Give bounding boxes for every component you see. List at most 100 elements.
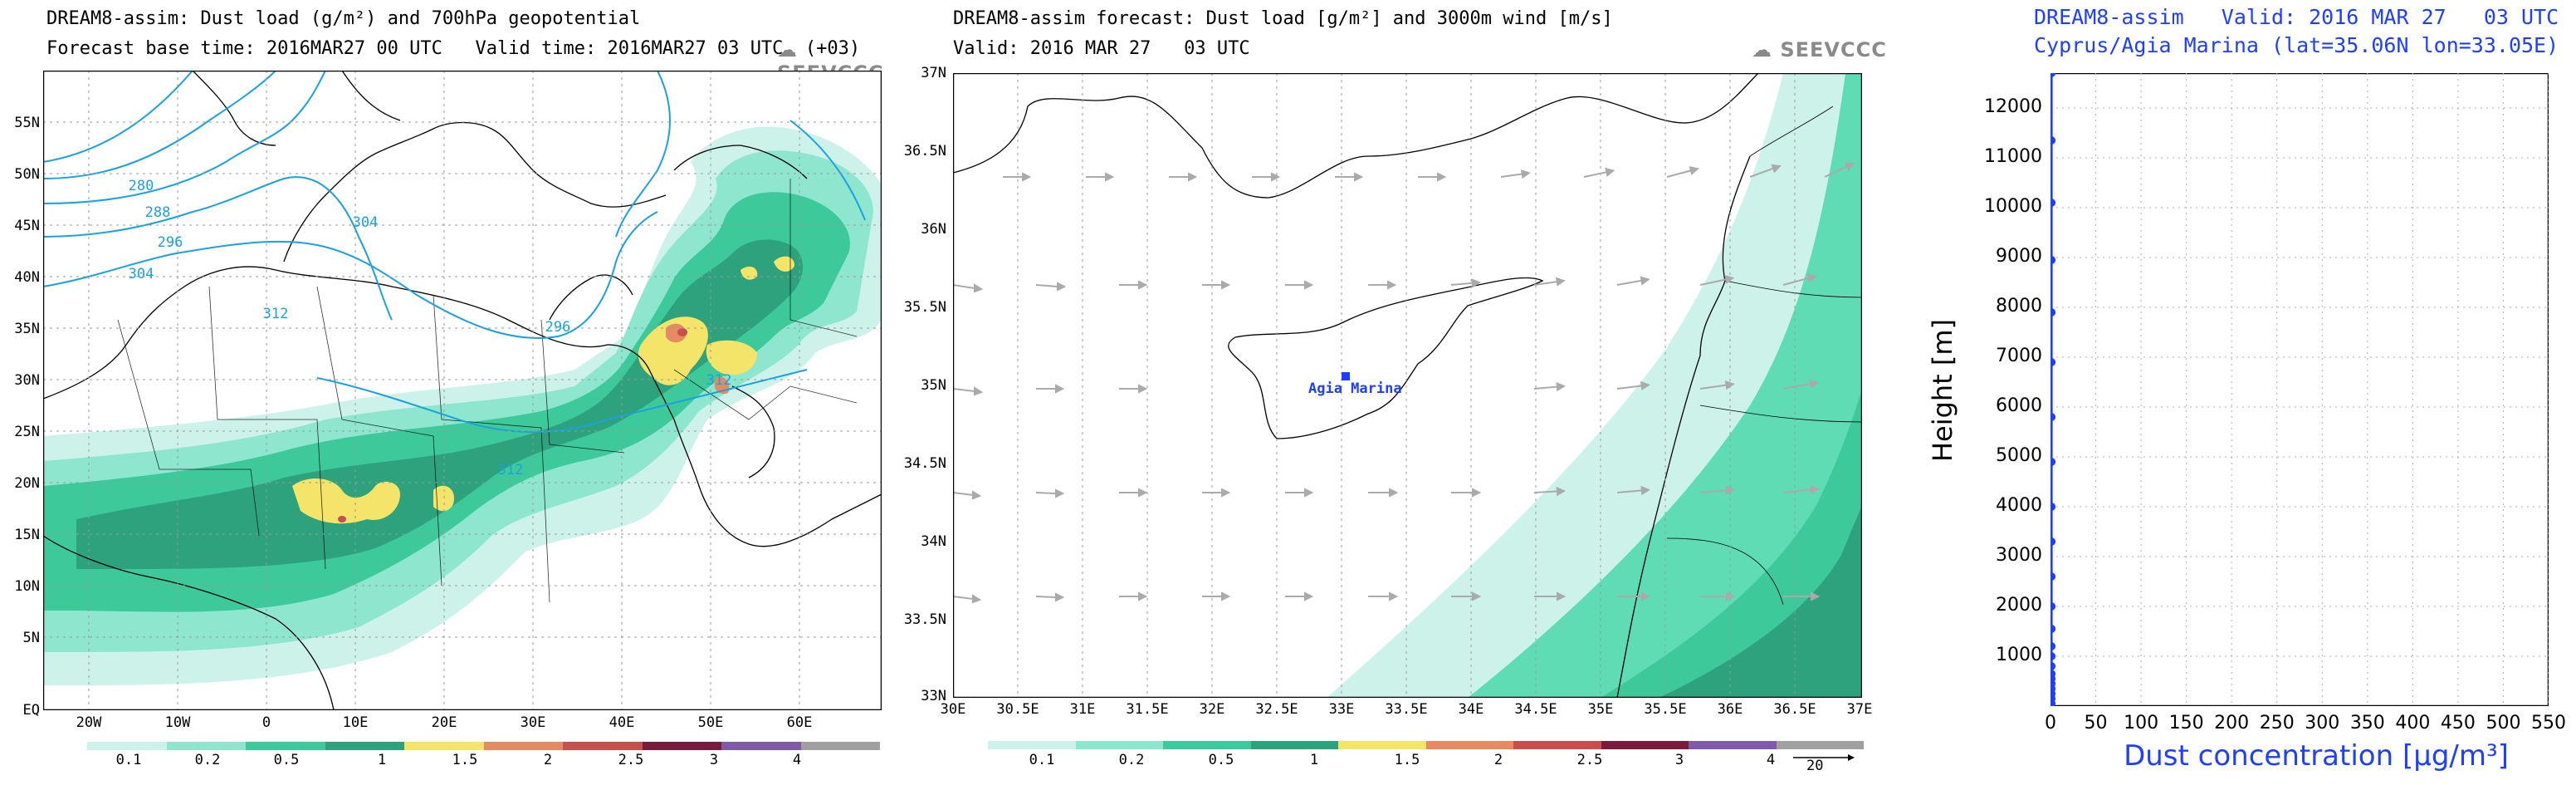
profile-data-point xyxy=(2051,625,2056,633)
left-map-panel: DREAM8-assim: Dust load (g/m²) and 700hP… xyxy=(0,0,897,785)
contour-label: 280 xyxy=(128,178,154,194)
lat-label: 30N xyxy=(14,372,40,389)
lon-label: 32E xyxy=(1199,701,1225,718)
contour-label: 312 xyxy=(706,372,732,389)
profile-data-point xyxy=(2051,602,2056,611)
x-tick-label: 350 xyxy=(2349,713,2385,733)
profile-data-point xyxy=(2051,308,2056,316)
profile-data-point xyxy=(2051,199,2056,207)
lon-label: 34E xyxy=(1458,701,1484,718)
y-tick-label: 9000 xyxy=(1996,246,2042,267)
lat-label: 36N xyxy=(921,221,946,238)
y-tick-label: 7000 xyxy=(1996,346,2042,366)
colorbar-label: 0.1 xyxy=(115,752,142,768)
y-tick-label: 4000 xyxy=(1996,495,2042,516)
profile-plot xyxy=(2051,73,2549,706)
lon-label: 37E xyxy=(1846,701,1873,718)
colorbar-label: 1 xyxy=(377,752,387,768)
dust-layer-1 xyxy=(76,239,803,569)
contour-label: 304 xyxy=(128,266,154,282)
colorbar-label: 1 xyxy=(1309,752,1319,768)
lon-label: 30.5E xyxy=(996,701,1039,718)
middle-logo: ☁ SEEVCCC xyxy=(1752,38,1887,61)
y-tick-label: 1000 xyxy=(1996,645,2042,665)
colorbar-label: 0.5 xyxy=(1208,752,1234,768)
wind-reference-arrow xyxy=(1793,754,1855,761)
lat-label: 35.5N xyxy=(903,299,946,316)
colorbar-label: 2 xyxy=(543,752,553,768)
profile-data-point xyxy=(2051,73,2056,77)
colorbar-label: 0.2 xyxy=(194,752,221,768)
y-axis-label: Height [m] xyxy=(1927,318,1958,463)
colorbar-label: 1.5 xyxy=(452,752,478,768)
middle-colorbar xyxy=(988,741,1864,749)
lon-label: 10E xyxy=(342,714,369,731)
profile-data-point xyxy=(2051,652,2056,660)
dust-shade-1 xyxy=(1659,505,1862,698)
y-tick-label: 10000 xyxy=(1984,196,2042,217)
colorbar-label: 3 xyxy=(1674,752,1684,768)
lat-label: 35N xyxy=(921,377,946,394)
profile-data-point xyxy=(2051,572,2056,581)
left-map xyxy=(43,71,882,710)
lon-label: 30E xyxy=(520,714,546,731)
y-tick-label: 3000 xyxy=(1996,545,2042,566)
lon-label: 20E xyxy=(431,714,457,731)
x-tick-label: 100 xyxy=(2124,713,2159,733)
lon-label: 35.5E xyxy=(1644,701,1687,718)
contour-label: 304 xyxy=(352,214,379,231)
lat-label: 55N xyxy=(14,115,40,131)
lat-label: 45N xyxy=(14,218,40,234)
profile-title-line1: DREAM8-assim Valid: 2016 MAR 27 03 UTC xyxy=(2034,5,2559,29)
colorbar-label: 1.5 xyxy=(1394,752,1420,768)
wind-reference-label: 20 xyxy=(1806,758,1824,774)
lon-label: 31.5E xyxy=(1126,701,1169,718)
dust-layer-1_5-mideast xyxy=(638,316,708,385)
x-tick-label: 150 xyxy=(2168,713,2204,733)
profile-data-point xyxy=(2051,256,2056,264)
lat-label: 50N xyxy=(14,166,40,183)
y-tick-label: 5000 xyxy=(1996,445,2042,466)
colorbar-label: 4 xyxy=(792,752,802,768)
colorbar-label: 0.5 xyxy=(273,752,300,768)
lat-label: EQ xyxy=(22,702,40,719)
profile-data-point xyxy=(2051,413,2056,421)
y-tick-label: 11000 xyxy=(1984,146,2042,167)
lon-label: 34.5E xyxy=(1514,701,1557,718)
left-title-line2: Forecast base time: 2016MAR27 00 UTC Val… xyxy=(46,38,861,59)
colorbar-label: 2.5 xyxy=(1576,752,1603,768)
colorbar-label: 0.1 xyxy=(1029,752,1055,768)
contour-label: 296 xyxy=(157,234,183,251)
country-borders xyxy=(117,179,858,603)
y-tick-label: 12000 xyxy=(1984,96,2042,117)
left-colorbar xyxy=(87,742,880,750)
x-tick-label: 300 xyxy=(2305,713,2340,733)
geopotential-contours xyxy=(43,71,866,433)
x-tick-label: 550 xyxy=(2531,713,2566,733)
lat-label: 37N xyxy=(921,65,946,81)
cloud-icon: ☁ xyxy=(1752,38,1772,61)
lat-label: 36.5N xyxy=(903,143,946,159)
contour-label: 296 xyxy=(545,319,571,336)
lat-label: 33.5N xyxy=(903,611,946,628)
lon-label: 33.5E xyxy=(1385,701,1428,718)
profile-title-line2: Cyprus/Agia Marina (lat=35.06N lon=33.05… xyxy=(2034,33,2559,57)
profile-data-point xyxy=(2051,670,2056,678)
lon-label: 50E xyxy=(697,714,724,731)
lat-label: 40N xyxy=(14,269,40,286)
profile-data-point xyxy=(2051,458,2056,466)
station-label: Agia Marina xyxy=(1308,380,1402,397)
lat-label: 10N xyxy=(14,578,40,595)
dust-shade-0_2 xyxy=(1468,73,1862,698)
profile-data-point xyxy=(2051,136,2056,145)
turkey-coastline xyxy=(953,73,1759,199)
lon-label: 60E xyxy=(786,714,813,731)
lon-label: 35E xyxy=(1587,701,1614,718)
lon-label: 10W xyxy=(164,714,191,731)
middle-title-line1: DREAM8-assim forecast: Dust load [g/m²] … xyxy=(953,8,1613,29)
lat-label: 25N xyxy=(14,424,40,440)
middle-map xyxy=(953,73,1862,698)
lon-label: 20W xyxy=(76,714,102,731)
station-marker[interactable] xyxy=(1342,372,1350,380)
lon-label: 30E xyxy=(940,701,966,718)
